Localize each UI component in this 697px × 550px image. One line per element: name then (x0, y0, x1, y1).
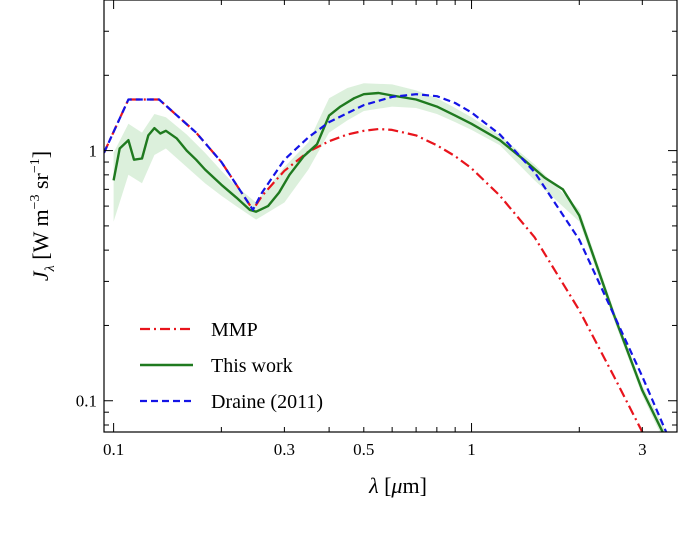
x-tick-label: 0.5 (353, 440, 374, 459)
x-tick-label: 0.1 (103, 440, 124, 459)
legend: MMP This work Draine (2011) (140, 319, 323, 413)
uncertainty-band (113, 83, 667, 432)
x-tick-label: 3 (638, 440, 647, 459)
series-line-draine-2011 (104, 93, 668, 432)
legend-label-draine: Draine (2011) (211, 391, 323, 413)
y-tick-label: 1 (89, 142, 98, 161)
x-tick-label: 0.3 (274, 440, 295, 459)
plot-frame (103, 0, 678, 433)
legend-label-mmp: MMP (211, 319, 258, 341)
svg-text:Jλ [W m−3 sr−1]: Jλ [W m−3 sr−1] (28, 151, 58, 281)
x-axis-title: λ [μm] (368, 473, 427, 498)
legend-label-this-work: This work (211, 355, 293, 377)
plot-background (104, 0, 677, 432)
y-axis-title: Jλ [W m−3 sr−1] (28, 151, 58, 281)
y-tick-label: 0.1 (76, 392, 97, 411)
series-line-this-work (112, 91, 664, 432)
x-tick-label: 1 (467, 440, 476, 459)
series-line-mmp (104, 98, 644, 432)
